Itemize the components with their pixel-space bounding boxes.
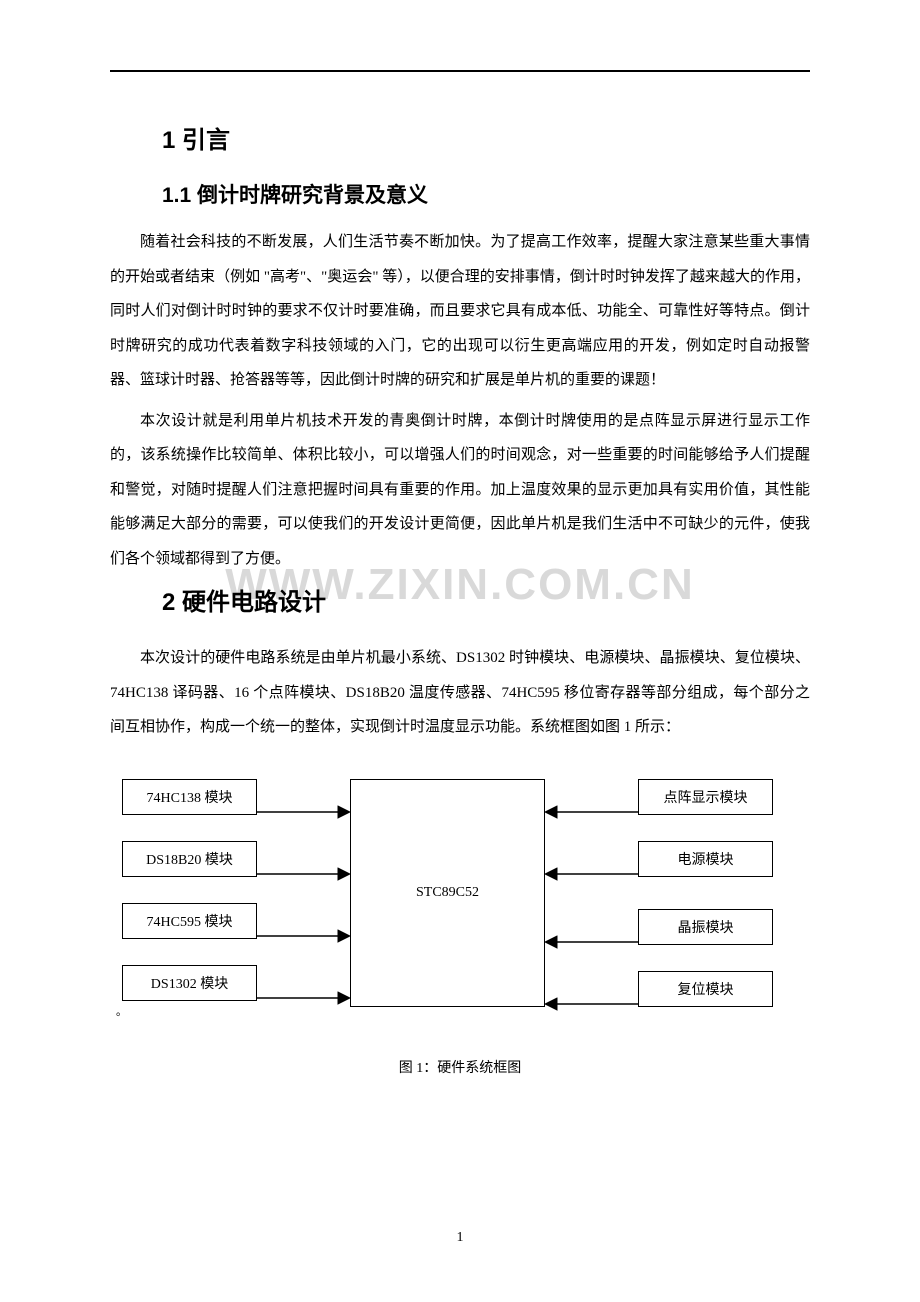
- paragraph-1: 随着社会科技的不断发展，人们生活节奏不断加快。为了提高工作效率，提醒大家注意某些…: [110, 225, 810, 398]
- top-rule: [110, 70, 810, 72]
- paragraph-3: 本次设计的硬件电路系统是由单片机最小系统、DS1302 时钟模块、电源模块、晶振…: [110, 641, 810, 745]
- heading-intro: 1 引言: [162, 120, 810, 155]
- heading-background: 1.1 倒计时牌研究背景及意义: [162, 179, 810, 209]
- diagram-caption: 图 1：硬件系统框图: [110, 1057, 810, 1077]
- diagram-arrows: [110, 779, 810, 1049]
- system-block-diagram: STC89C52 74HC138 模块 DS18B20 模块 74HC595 模…: [110, 779, 810, 1049]
- page-number: 1: [0, 1230, 920, 1246]
- heading-hardware: 2 硬件电路设计: [162, 582, 810, 617]
- paragraph-2: 本次设计就是利用单片机技术开发的青奥倒计时牌，本倒计时牌使用的是点阵显示屏进行显…: [110, 404, 810, 577]
